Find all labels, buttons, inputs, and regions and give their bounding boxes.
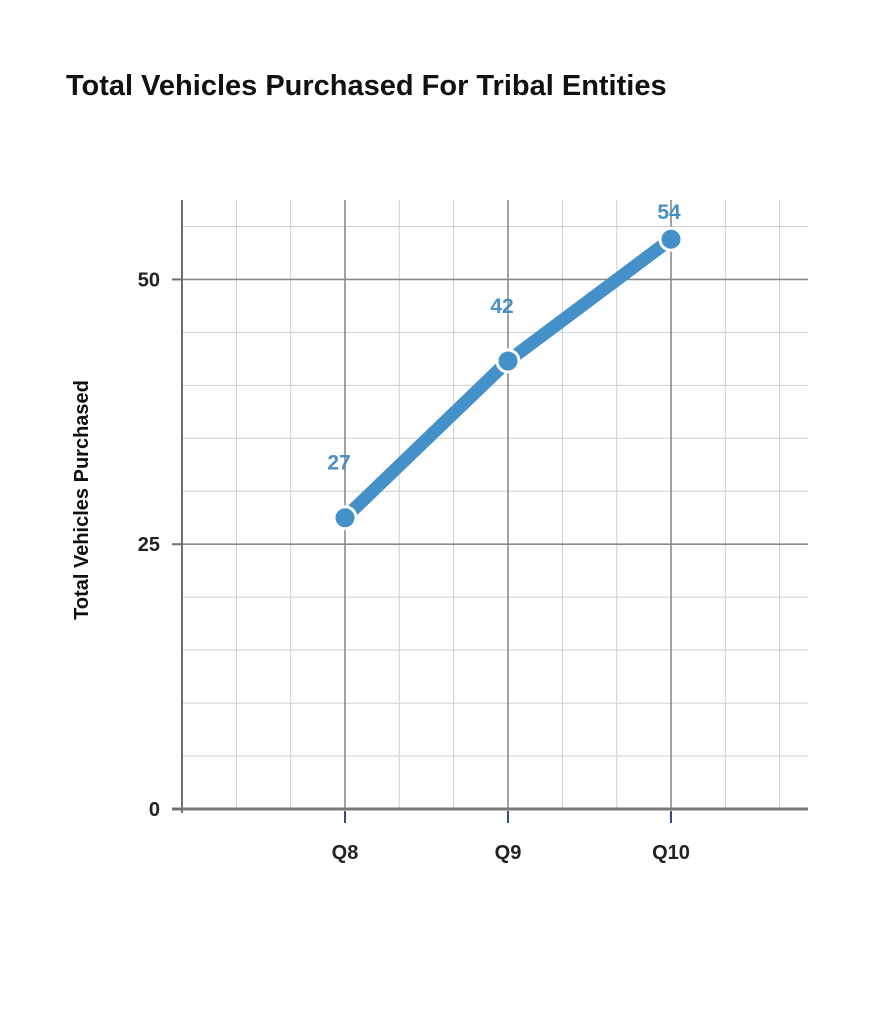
y-tick-label: 25	[138, 534, 160, 556]
y-tick-label: 50	[138, 269, 160, 291]
chart-title: Total Vehicles Purchased For Tribal Enti…	[66, 70, 667, 102]
minor-grid	[182, 200, 808, 809]
x-tick-label: Q8	[332, 842, 359, 864]
data-label: 54	[657, 201, 681, 224]
data-point	[658, 226, 684, 252]
y-tick-label: 0	[149, 799, 160, 821]
x-tick-label: Q10	[652, 842, 690, 864]
axes	[172, 200, 808, 813]
series: 27 42 54	[327, 201, 684, 531]
data-point	[495, 348, 521, 374]
x-tick-label: Q9	[495, 842, 522, 864]
data-label: 27	[327, 452, 350, 475]
data-label: 42	[490, 295, 513, 318]
data-point	[332, 505, 358, 531]
major-grid	[182, 200, 808, 809]
tick-labels: 0 25 50 Q8 Q9 Q10	[138, 269, 690, 864]
y-axis-label: Total Vehicles Purchased	[71, 380, 93, 620]
